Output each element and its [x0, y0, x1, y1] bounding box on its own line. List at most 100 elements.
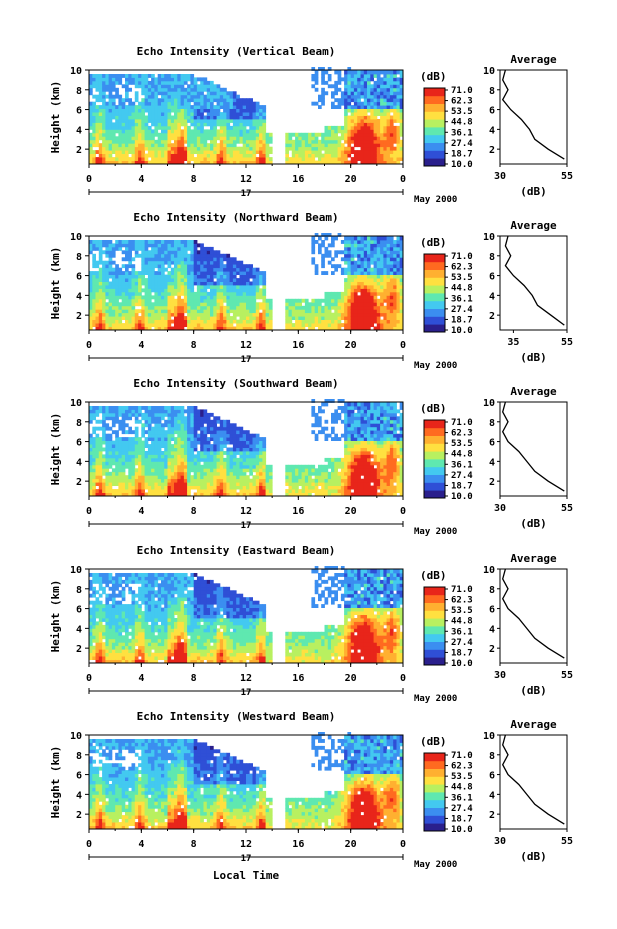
heatmap-cell	[183, 444, 188, 448]
heatmap-cell	[393, 129, 397, 134]
heatmap-cell	[350, 243, 355, 248]
heatmap-cell	[138, 464, 142, 469]
heatmap-cell	[187, 136, 191, 141]
heatmap-cell	[353, 288, 358, 293]
heatmap-cell	[108, 451, 113, 455]
heatmap-cell	[141, 302, 145, 307]
heatmap-cell	[226, 323, 231, 327]
heatmap-cell	[213, 94, 217, 99]
heatmap-cell	[180, 471, 185, 476]
heatmap-cell	[92, 271, 96, 275]
heatmap-cell	[232, 281, 237, 286]
heatmap-cell	[125, 288, 129, 293]
heatmap-cell	[229, 326, 234, 331]
heatmap-cell	[111, 295, 116, 300]
heatmap-cell	[389, 274, 394, 279]
heatmap-cell	[102, 94, 106, 99]
heatmap-cell	[386, 260, 391, 265]
heatmap-cell	[89, 87, 93, 92]
heatmap-cell	[141, 115, 145, 120]
heatmap-cell	[157, 482, 162, 486]
heatmap-cell	[170, 319, 175, 324]
day-label: 17	[241, 355, 252, 365]
heatmap-cell	[161, 146, 165, 151]
heatmap-cell	[367, 70, 371, 75]
heatmap-cell	[98, 475, 103, 480]
heatmap-cell	[131, 243, 136, 248]
heatmap-cell	[102, 278, 106, 282]
heatmap-cell	[161, 98, 165, 103]
heatmap-cell	[157, 298, 162, 303]
heatmap-cell	[118, 471, 123, 476]
heatmap-cell	[216, 136, 221, 141]
heatmap-cell	[121, 302, 126, 307]
heatmap-cell	[350, 267, 355, 272]
heatmap-cell	[128, 485, 132, 490]
heatmap-cell	[203, 482, 208, 486]
heatmap-cell	[363, 309, 368, 314]
heatmap-cell	[324, 233, 329, 237]
heatmap-cell	[216, 157, 221, 161]
heatmap-cell	[180, 489, 185, 493]
heatmap-cell	[111, 489, 116, 493]
heatmap-cell	[187, 316, 191, 320]
heatmap-cell	[108, 416, 113, 421]
heatmap-cell	[216, 91, 221, 96]
heatmap-cell	[373, 74, 378, 78]
heatmap-cell	[183, 139, 188, 144]
heatmap-cell	[206, 457, 211, 462]
heatmap-cell	[334, 267, 338, 272]
heatmap-cell	[131, 409, 136, 414]
heatmap-cell	[125, 312, 129, 317]
heatmap-cell	[259, 132, 263, 137]
heatmap-cell	[170, 423, 175, 428]
heatmap-cell	[161, 437, 165, 441]
heatmap-cell	[367, 267, 371, 272]
heatmap-cell	[370, 91, 374, 96]
heatmap-cell	[121, 250, 126, 255]
heatmap-cell	[203, 246, 208, 251]
heatmap-cell	[193, 440, 198, 445]
heatmap-cell	[121, 98, 126, 103]
heatmap-cell	[393, 157, 397, 161]
heatmap-cell	[111, 316, 116, 320]
heatmap-cell	[134, 132, 139, 137]
heatmap-cell	[164, 129, 168, 134]
heatmap-cell	[213, 305, 217, 310]
heatmap-cell	[370, 98, 374, 103]
heatmap-cell	[193, 94, 198, 99]
colorbar-tick-label: 53.5	[451, 273, 473, 283]
heatmap-cell	[399, 122, 404, 127]
heatmap-cell	[105, 447, 110, 452]
heatmap-cell	[170, 489, 175, 493]
heatmap-cell	[203, 146, 208, 151]
heatmap-cell	[334, 136, 338, 141]
heatmap-cell	[386, 74, 391, 78]
heatmap-cell	[196, 433, 201, 438]
heatmap-cell	[380, 70, 384, 75]
heatmap-cell	[157, 291, 162, 296]
heatmap-cell	[229, 291, 234, 296]
heatmap-cell	[115, 74, 119, 78]
heatmap-cell	[193, 77, 198, 82]
heatmap-cell	[144, 298, 149, 303]
heatmap-cell	[350, 129, 355, 134]
heatmap-cell	[246, 146, 250, 151]
heatmap-cell	[183, 298, 188, 303]
heatmap-cell	[376, 253, 381, 258]
heatmap-cell	[170, 309, 175, 314]
heatmap-cell	[115, 136, 119, 141]
heatmap-cell	[232, 260, 237, 265]
heatmap-cell	[347, 119, 352, 123]
heatmap-cell	[219, 451, 224, 455]
heatmap-cell	[386, 80, 391, 85]
heatmap-cell	[396, 312, 401, 317]
heatmap-cell	[393, 77, 397, 82]
heatmap-cell	[147, 281, 152, 286]
heatmap-cell	[252, 295, 257, 300]
heatmap-cell	[134, 98, 139, 103]
heatmap-cell	[203, 98, 208, 103]
heatmap-cell	[373, 160, 378, 165]
heatmap-cell	[128, 119, 132, 123]
heatmap-cell	[157, 437, 162, 441]
